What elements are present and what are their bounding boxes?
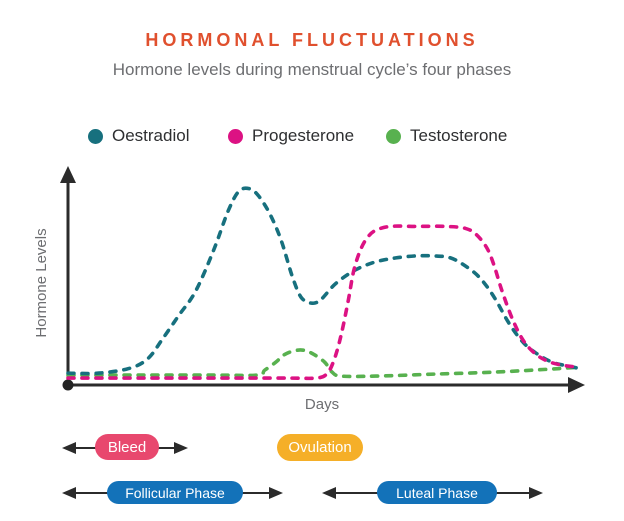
legend-label-testosterone: Testosterone xyxy=(410,126,508,145)
follicular-range: Follicular Phase xyxy=(62,481,283,505)
y-axis-label: Hormone Levels xyxy=(33,228,50,337)
legend-item-oestradiol: Oestradiol xyxy=(88,127,189,145)
luteal-left-arrowhead-icon xyxy=(322,486,336,499)
y-axis-arrow-icon xyxy=(60,166,76,183)
curve-oestradiol xyxy=(66,186,580,376)
luteal-range: Luteal Phase xyxy=(322,481,543,505)
x-axis-label: Days xyxy=(305,396,339,413)
curve-group xyxy=(66,186,580,381)
ovulation-pill: Ovulation xyxy=(277,434,363,461)
axes xyxy=(60,166,585,393)
page-subtitle: Hormone levels during menstrual cycle’s … xyxy=(112,60,512,79)
x-axis-arrow-icon xyxy=(568,377,585,393)
bleed-pill: Bleed xyxy=(95,434,159,460)
luteal-phase-pill: Luteal Phase xyxy=(377,481,497,504)
legend-item-testosterone: Testosterone xyxy=(386,127,507,145)
legend-label-oestradiol: Oestradiol xyxy=(112,126,190,145)
bleed-range: Bleed xyxy=(62,434,188,461)
legend-label-progesterone: Progesterone xyxy=(252,126,355,145)
curve-testosterone xyxy=(66,348,580,379)
follicular-left-arrowhead-icon xyxy=(62,486,76,499)
follicular-phase-pill: Follicular Phase xyxy=(107,481,243,504)
page-title: HORMONAL FLUCTUATIONS xyxy=(145,30,479,50)
bleed-left-arrowhead-icon xyxy=(62,441,76,454)
origin-dot-icon xyxy=(62,379,74,391)
bleed-right-arrowhead-icon xyxy=(174,441,188,454)
curve-progesterone xyxy=(66,224,580,381)
oestradiol-dot-icon xyxy=(88,128,103,144)
testosterone-dot-icon xyxy=(386,128,401,144)
progesterone-dot-icon xyxy=(228,128,243,144)
legend-item-progesterone: Progesterone xyxy=(228,127,354,145)
luteal-right-arrowhead-icon xyxy=(529,486,543,499)
follicular-right-arrowhead-icon xyxy=(269,486,283,499)
